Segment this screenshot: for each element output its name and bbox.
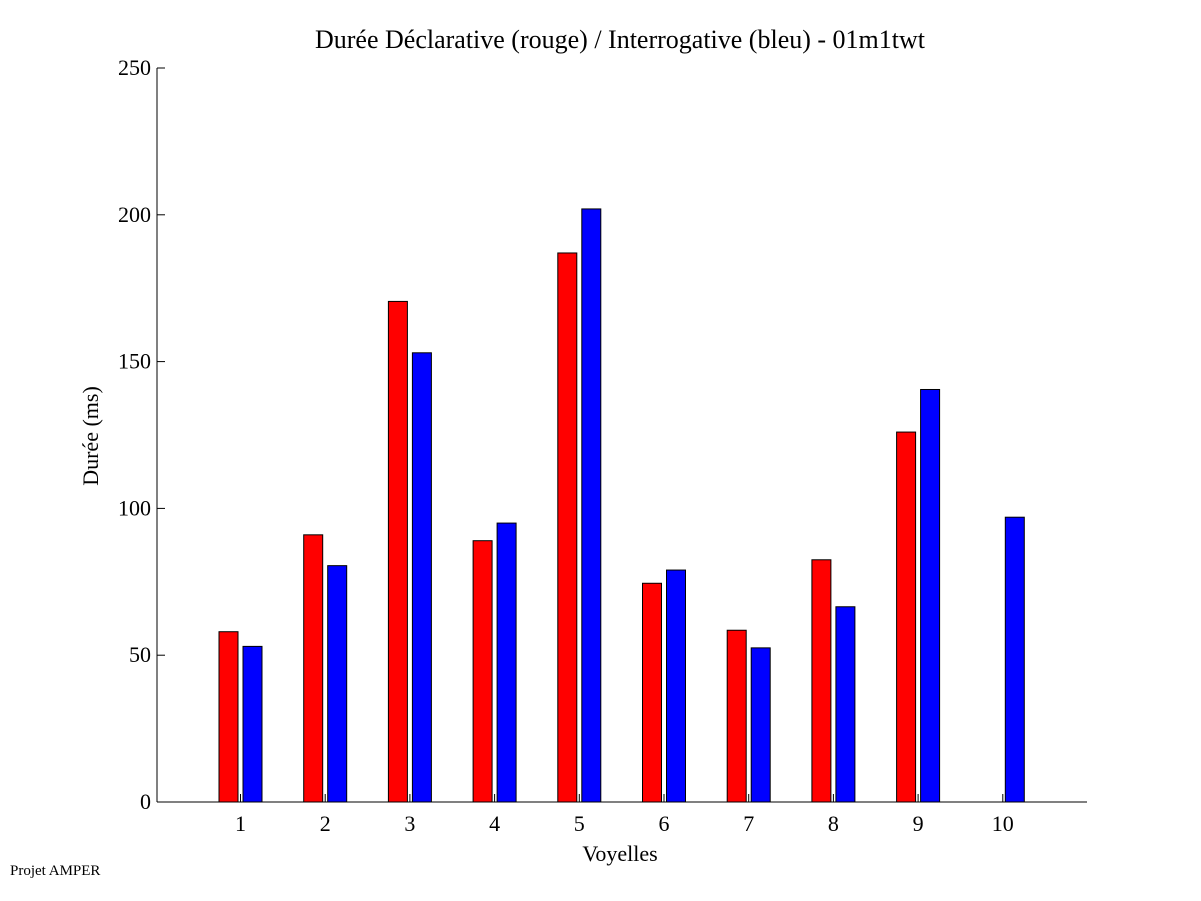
y-tick-label: 0 [140,789,151,814]
x-tick-label: 7 [743,811,754,836]
x-tick-label: 1 [235,811,246,836]
interrogative-bar-2 [327,565,348,803]
declarative-bar-7 [726,629,747,803]
declarative-bar-8 [811,559,832,803]
y-axis-label: Durée (ms) [78,386,103,486]
x-axis-ticks: 1 2 3 4 5 6 7 8 9 10 [235,794,1014,836]
y-tick-label: 250 [118,55,151,80]
chart-title: Durée Déclarative (rouge) / Interrogativ… [315,25,926,54]
declarative-bar-9 [896,431,917,803]
declarative-bar-5 [557,252,578,803]
x-tick-label: 4 [489,811,500,836]
footer-label: Projet AMPER [10,863,101,879]
x-tick-label: 5 [574,811,585,836]
y-axis-ticks: 0 50 100 150 200 250 [118,55,165,814]
interrogative-bar-4 [496,522,517,803]
x-tick-label: 10 [992,811,1014,836]
y-tick-label: 200 [118,202,151,227]
declarative-bar-6 [642,582,662,803]
interrogative-bar-10 [1004,516,1025,803]
x-tick-label: 3 [404,811,415,836]
x-tick-label: 8 [828,811,839,836]
interrogative-bar-9 [920,388,941,803]
declarative-bar-1 [218,631,239,803]
interrogative-bar-6 [666,569,686,803]
interrogative-bar-5 [581,208,602,803]
interrogative-bar-8 [835,606,856,803]
interrogative-bar-3 [411,352,432,803]
interrogative-bar-1 [242,645,263,803]
y-tick-label: 150 [118,349,151,374]
x-tick-label: 9 [913,811,924,836]
bars-group [218,208,1025,803]
y-tick-label: 50 [129,642,151,667]
x-axis-label: Voyelles [582,841,657,866]
declarative-bar-3 [387,300,408,803]
y-tick-label: 100 [118,495,151,520]
declarative-bar-4 [472,540,493,803]
x-tick-label: 6 [659,811,670,836]
declarative-bar-2 [303,534,324,803]
interrogative-bar-7 [750,647,771,803]
x-tick-label: 2 [320,811,331,836]
